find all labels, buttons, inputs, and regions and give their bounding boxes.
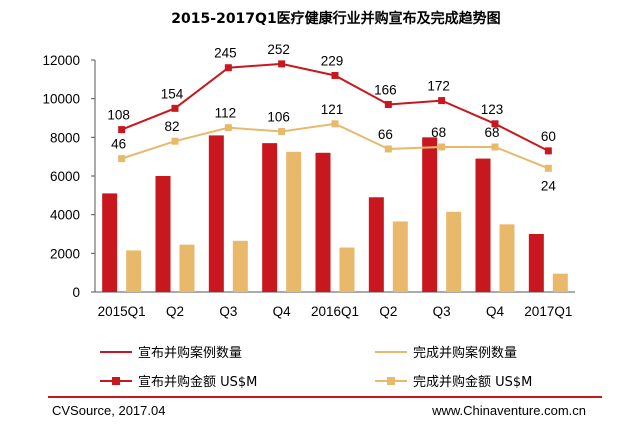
x-tick-label: Q4	[273, 304, 292, 319]
x-tick-label: 2017Q1	[524, 304, 572, 319]
announced-amount-bar	[262, 143, 278, 292]
announced-amount-bar	[102, 193, 118, 292]
completed-count-label: 68	[431, 125, 446, 140]
announced-count-point	[491, 120, 499, 128]
announced-count-point	[544, 147, 552, 155]
announced-count-label: 166	[374, 82, 397, 97]
completed-count-label: 121	[321, 102, 344, 117]
legend-completed-amount-marker	[387, 377, 395, 385]
announced-count-point	[384, 100, 392, 108]
announced-count-label: 123	[481, 102, 504, 117]
y-tick-label: 8000	[50, 130, 80, 145]
completed-count-point	[544, 164, 552, 172]
completed-count-label: 68	[484, 125, 499, 140]
x-tick-label: 2016Q1	[311, 304, 359, 319]
announced-amount-bar	[315, 152, 331, 292]
announced-count-label: 60	[541, 129, 556, 144]
announced-count-label: 154	[161, 86, 184, 101]
completed-amount-bar	[339, 247, 355, 292]
announced-count-point	[118, 126, 126, 134]
announced-count-point	[278, 60, 286, 68]
completed-count-point	[118, 155, 126, 163]
completed-count-point	[171, 137, 179, 145]
chart-title: 2015-2017Q1医疗健康行业并购宣布及完成趋势图	[171, 10, 500, 27]
x-tick-label: 2015Q1	[98, 304, 146, 319]
completed-count-point	[384, 145, 392, 153]
completed-count-label: 112	[215, 106, 237, 121]
completed-count-label: 106	[267, 110, 290, 125]
y-tick-label: 6000	[50, 169, 80, 184]
completed-amount-bar	[126, 250, 142, 292]
completed-count-label: 66	[378, 127, 393, 142]
completed-amount-bar	[179, 244, 195, 292]
announced-count-point	[438, 97, 446, 105]
announced-count-label: 229	[321, 53, 344, 68]
announced-count-point	[331, 71, 339, 79]
completed-count-point	[331, 120, 339, 128]
completed-count-label: 24	[541, 178, 557, 193]
announced-amount-bar	[475, 158, 491, 292]
legend-announced-amount-marker	[112, 377, 120, 385]
legend-completed-count-label: 完成并购案例数量	[413, 345, 517, 361]
axes: 0 2000 4000 6000 8000 10000 12000 2015Q1 Q2 Q3 Q4 2…	[42, 53, 575, 319]
completed-amount-bar	[286, 151, 302, 292]
announced-amount-bar	[528, 234, 544, 292]
x-tick-label: Q2	[379, 304, 397, 319]
completed-count-point	[224, 124, 232, 132]
announced-count-point	[171, 104, 179, 112]
announced-amount-bar	[422, 137, 438, 292]
completed-count-point	[491, 143, 499, 151]
y-tick-label: 4000	[50, 208, 80, 223]
announced-count-label: 172	[427, 79, 450, 94]
completed-count-point	[278, 128, 286, 136]
announced-count-point	[224, 64, 232, 72]
completed-amount-bar	[392, 221, 408, 292]
legend-announced-count-label: 宣布并购案例数量	[138, 345, 242, 361]
data-labels: 108 154 245 252 229 166 172 123 60 46 82 112 106 121 6…	[107, 42, 556, 193]
x-tick-label: Q4	[486, 304, 505, 319]
announced-count-label: 245	[214, 46, 237, 61]
completed-amount-bar	[232, 240, 248, 292]
x-tick-label: Q3	[433, 304, 451, 319]
legend-completed-amount-label: 完成并购金额 US$M	[413, 374, 532, 390]
footer-site: www.Chinaventure.com.cn	[431, 403, 586, 418]
completed-amount-bar	[499, 224, 515, 292]
completed-amount-bar	[552, 273, 568, 292]
y-tick-label: 0	[72, 285, 80, 300]
footer-source: CVSource, 2017.04	[52, 403, 165, 418]
x-tick-label: Q3	[219, 304, 237, 319]
y-tick-label: 2000	[50, 246, 80, 261]
completed-amount-bar	[446, 211, 462, 292]
y-tick-label: 12000	[42, 53, 80, 68]
lines	[118, 60, 552, 172]
completed-count-point	[438, 143, 446, 151]
legend-announced-amount-label: 宣布并购金额 US$M	[138, 374, 257, 390]
announced-amount-bar	[155, 176, 171, 292]
announced-count-label: 108	[107, 108, 130, 123]
completed-count-label: 82	[164, 119, 179, 134]
announced-amount-bar	[368, 197, 384, 292]
announced-count-label: 252	[267, 42, 290, 57]
y-tick-label: 10000	[42, 92, 80, 107]
bars	[102, 135, 568, 292]
completed-count-label: 46	[111, 137, 126, 152]
x-tick-label: Q2	[166, 304, 184, 319]
announced-amount-bar	[208, 135, 224, 292]
